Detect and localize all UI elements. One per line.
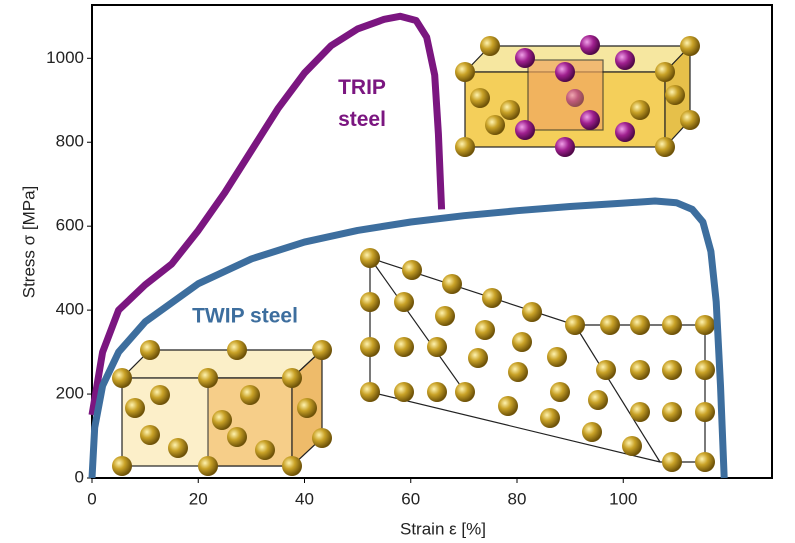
lattice-trip (455, 35, 700, 157)
x-tick-label: 0 (87, 489, 96, 508)
y-tick-label: 0 (75, 467, 84, 486)
lattice-twin (360, 248, 715, 472)
y-axis-label: Stress σ [MPa] (19, 186, 38, 299)
series-annotation: TRIP steel (338, 76, 386, 131)
x-tick-label: 100 (609, 489, 637, 508)
y-tick-label: 200 (56, 384, 84, 403)
x-tick-label: 80 (508, 489, 527, 508)
y-tick-label: 400 (56, 300, 84, 319)
series-line (88, 197, 728, 479)
lattice-fcc (112, 340, 332, 476)
y-tick-label: 1000 (46, 48, 84, 67)
x-axis-label: Strain ε [%] (400, 519, 486, 538)
y-tick-label: 800 (56, 132, 84, 151)
x-tick-label: 60 (401, 489, 420, 508)
x-tick-label: 20 (189, 489, 208, 508)
x-tick-label: 40 (295, 489, 314, 508)
series-line (88, 12, 446, 416)
y-tick-label: 600 (56, 216, 84, 235)
series-annotation: TWIP steel (192, 305, 298, 328)
